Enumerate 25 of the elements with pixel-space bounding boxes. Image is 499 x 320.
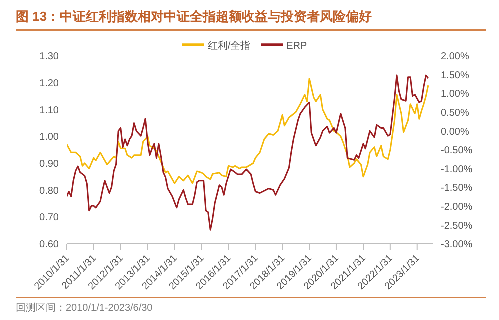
y2-tick-label: -3.00%: [441, 240, 473, 251]
y2-tick-label: -2.50%: [441, 220, 473, 232]
line-series: [67, 78, 430, 184]
y2-tick-label: -0.50%: [441, 146, 473, 157]
y-tick-label: 1.20: [40, 78, 60, 90]
y-tick-label: 0.60: [40, 240, 60, 251]
y-tick-label: 0.70: [40, 212, 60, 224]
y2-tick-label: -2.00%: [441, 202, 473, 213]
y2-tick-label: 1.00%: [441, 89, 470, 100]
y2-tick-label: -1.50%: [441, 183, 473, 194]
y-tick-label: 1.00: [40, 132, 60, 144]
y-tick-label: 1.10: [40, 105, 60, 116]
y-tick-label: 1.30: [40, 52, 60, 63]
y-tick-label: 0.90: [40, 158, 60, 170]
chart-title: 图 13：中证红利指数相对中证全指超额收益与投资者风险偏好: [16, 8, 372, 26]
y2-tick-label: 0.00%: [441, 126, 470, 138]
text: 回测区间：2010/1/1-2023/6/30: [16, 302, 153, 315]
y2-tick-label: 0.50%: [441, 108, 470, 119]
y-tick-label: 0.80: [40, 186, 60, 197]
line-series: [67, 74, 430, 231]
legend-label: ERP: [286, 41, 308, 52]
y2-tick-label: 1.50%: [441, 70, 470, 82]
y2-tick-label: -1.00%: [441, 164, 473, 176]
legend-label: 红利/全指: [208, 41, 251, 52]
y2-tick-label: 2.00%: [441, 52, 470, 63]
